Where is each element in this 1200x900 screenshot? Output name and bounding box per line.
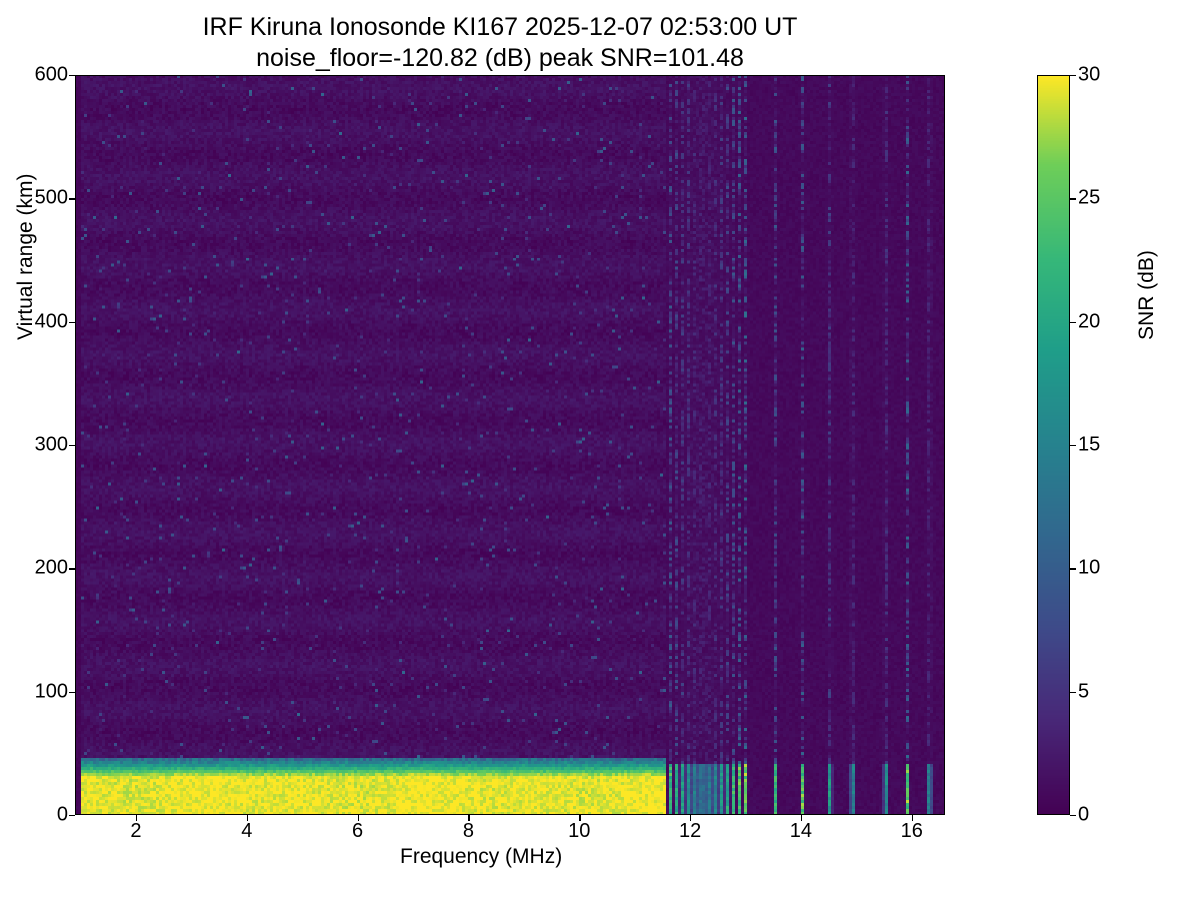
x-axis-label: Frequency (MHz) bbox=[400, 845, 562, 869]
colorbar-tick-label-15: 15 bbox=[1078, 434, 1100, 457]
x-tick-label-10: 10 bbox=[568, 820, 590, 843]
colorbar-tick-mark-0 bbox=[1070, 815, 1076, 816]
y-tick-label-0: 0 bbox=[18, 804, 68, 827]
y-tick-mark-600 bbox=[69, 75, 75, 76]
y-tick-label-200: 200 bbox=[18, 557, 68, 580]
y-tick-mark-0 bbox=[69, 815, 75, 816]
y-tick-label-300: 300 bbox=[18, 434, 68, 457]
y-tick-label-100: 100 bbox=[18, 680, 68, 703]
colorbar-tick-mark-10 bbox=[1070, 568, 1076, 569]
y-tick-mark-300 bbox=[69, 445, 75, 446]
y-tick-mark-100 bbox=[69, 692, 75, 693]
y-tick-label-400: 400 bbox=[18, 310, 68, 333]
colorbar-label: SNR (dB) bbox=[1135, 250, 1159, 340]
colorbar-tick-label-20: 20 bbox=[1078, 310, 1100, 333]
y-tick-mark-500 bbox=[69, 198, 75, 199]
x-tick-label-6: 6 bbox=[352, 820, 363, 843]
x-tick-label-4: 4 bbox=[241, 820, 252, 843]
heatmap-canvas[interactable] bbox=[75, 75, 945, 815]
colorbar-tick-mark-20 bbox=[1070, 322, 1076, 323]
x-tick-label-8: 8 bbox=[463, 820, 474, 843]
colorbar-tick-label-5: 5 bbox=[1078, 680, 1089, 703]
colorbar-tick-mark-25 bbox=[1070, 198, 1076, 199]
x-tick-label-2: 2 bbox=[130, 820, 141, 843]
x-tick-label-12: 12 bbox=[679, 820, 701, 843]
colorbar-tick-label-25: 25 bbox=[1078, 187, 1100, 210]
y-tick-mark-400 bbox=[69, 322, 75, 323]
y-tick-label-500: 500 bbox=[18, 187, 68, 210]
x-tick-label-16: 16 bbox=[901, 820, 923, 843]
colorbar-tick-label-0: 0 bbox=[1078, 804, 1089, 827]
colorbar-tick-mark-5 bbox=[1070, 692, 1076, 693]
chart-title-line1: IRF Kiruna Ionosonde KI167 2025-12-07 02… bbox=[0, 12, 1000, 43]
colorbar-tick-label-30: 30 bbox=[1078, 64, 1100, 87]
y-tick-label-600: 600 bbox=[18, 64, 68, 87]
colorbar-tick-mark-30 bbox=[1070, 75, 1076, 76]
title-block: IRF Kiruna Ionosonde KI167 2025-12-07 02… bbox=[0, 12, 1000, 75]
ionogram-window: IRF Kiruna Ionosonde KI167 2025-12-07 02… bbox=[0, 0, 1200, 900]
y-tick-mark-200 bbox=[69, 568, 75, 569]
colorbar-tick-mark-15 bbox=[1070, 445, 1076, 446]
x-tick-label-14: 14 bbox=[790, 820, 812, 843]
colorbar-tick-label-10: 10 bbox=[1078, 557, 1100, 580]
colorbar-canvas[interactable] bbox=[1037, 75, 1070, 815]
chart-title-line2: noise_floor=-120.82 (dB) peak SNR=101.48 bbox=[0, 43, 1000, 74]
